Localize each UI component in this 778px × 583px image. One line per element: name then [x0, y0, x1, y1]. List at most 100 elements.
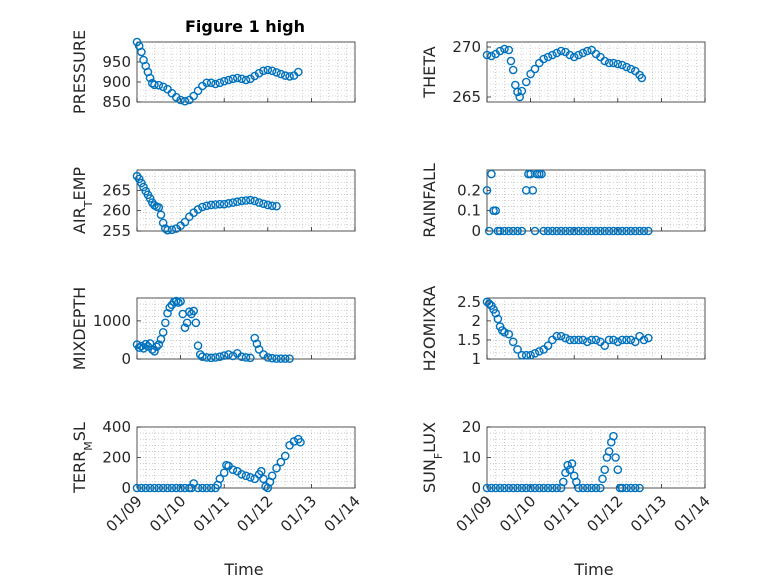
data-point: [500, 44, 509, 54]
data-point: [517, 483, 527, 493]
data-point: [280, 451, 290, 461]
data-point: [596, 226, 605, 236]
data-point: [219, 468, 229, 478]
data-point: [193, 205, 203, 214]
data-point: [272, 201, 281, 211]
theta-plot: 265 270 THETA: [420, 38, 706, 106]
data-point: [556, 226, 566, 236]
data-point: [587, 226, 596, 236]
data-point: [241, 75, 251, 85]
data-point: [193, 341, 203, 350]
air-temp-plot: 255 260 265 AIRTEMP: [70, 167, 356, 240]
terr-msl-ylabel: TERRMSL: [70, 422, 95, 494]
data-point: [504, 483, 514, 493]
air-temp-series: [132, 171, 281, 235]
data-point: [513, 483, 522, 493]
data-point: [189, 306, 198, 316]
data-point: [491, 483, 501, 493]
data-point: [487, 169, 496, 179]
data-point: [267, 201, 277, 211]
data-point: [500, 483, 509, 493]
y-tick-label: 10: [462, 449, 481, 467]
data-point: [600, 226, 610, 236]
data-point: [644, 226, 653, 236]
data-point: [543, 226, 553, 236]
data-point: [180, 217, 190, 227]
terr-msl-xlabel: Time: [223, 560, 263, 579]
data-point: [500, 226, 509, 236]
x-tick-label: 01/13: [627, 492, 670, 535]
rainfall-ylabel: RAINFALL: [420, 163, 439, 238]
data-point: [150, 483, 159, 493]
data-point: [161, 318, 170, 328]
data-point: [150, 80, 159, 90]
data-point: [180, 323, 190, 333]
data-point: [517, 350, 527, 360]
data-point: [622, 226, 631, 236]
data-point: [228, 198, 238, 207]
data-point: [232, 197, 242, 207]
data-point: [241, 196, 251, 205]
data-point: [154, 340, 164, 349]
data-point: [530, 348, 540, 358]
data-point: [215, 474, 225, 484]
data-point: [139, 344, 148, 353]
data-point: [591, 226, 601, 236]
data-point: [548, 50, 557, 60]
y-tick-label: 1000: [93, 312, 131, 330]
x-tick-label: 01/09: [103, 492, 146, 535]
data-point: [145, 194, 155, 203]
data-point: [267, 66, 277, 76]
data-point: [578, 335, 588, 345]
h2omixra-plot: 11.522.5 H2OMIXRA: [420, 286, 706, 371]
pressure-plot: 850 900 950 PRESSURE: [70, 30, 356, 114]
data-point: [219, 351, 229, 360]
data-point: [635, 226, 644, 236]
data-point: [609, 58, 618, 68]
data-point: [609, 226, 618, 236]
data-point: [215, 352, 225, 362]
data-point: [543, 483, 553, 493]
data-point: [530, 64, 540, 74]
data-point: [567, 459, 577, 468]
data-point: [574, 483, 583, 493]
data-point: [552, 331, 562, 341]
data-point: [167, 225, 177, 235]
data-point: [617, 335, 627, 345]
data-point: [228, 465, 238, 475]
data-point: [508, 337, 518, 347]
data-point: [565, 226, 575, 236]
data-point: [561, 333, 570, 343]
y-tick-label: 2: [471, 312, 481, 330]
data-point: [256, 466, 266, 476]
theta-ylabel: THETA: [420, 46, 439, 98]
data-point: [206, 353, 216, 363]
y-tick-label: 255: [102, 222, 131, 240]
data-point: [495, 46, 505, 56]
x-tick-label: 01/11: [190, 492, 233, 535]
data-point: [296, 437, 305, 447]
data-point: [276, 457, 286, 467]
data-point: [637, 73, 647, 83]
x-tick-label: 01/10: [496, 492, 539, 535]
data-point: [535, 347, 544, 356]
data-point: [521, 77, 531, 87]
data-point: [163, 483, 172, 493]
data-point: [497, 326, 507, 335]
data-point: [237, 74, 246, 84]
data-point: [578, 48, 588, 58]
data-point: [484, 299, 494, 309]
data-point: [171, 92, 181, 102]
data-point: [158, 218, 168, 228]
data-point: [206, 200, 216, 210]
data-point: [587, 335, 596, 345]
y-tick-label: 1: [471, 350, 481, 368]
data-point: [591, 335, 601, 345]
data-point: [211, 353, 220, 362]
data-point: [569, 52, 579, 62]
data-point: [504, 226, 514, 236]
y-tick-label: 20: [462, 418, 481, 436]
data-point: [617, 60, 627, 70]
data-point: [526, 69, 535, 79]
